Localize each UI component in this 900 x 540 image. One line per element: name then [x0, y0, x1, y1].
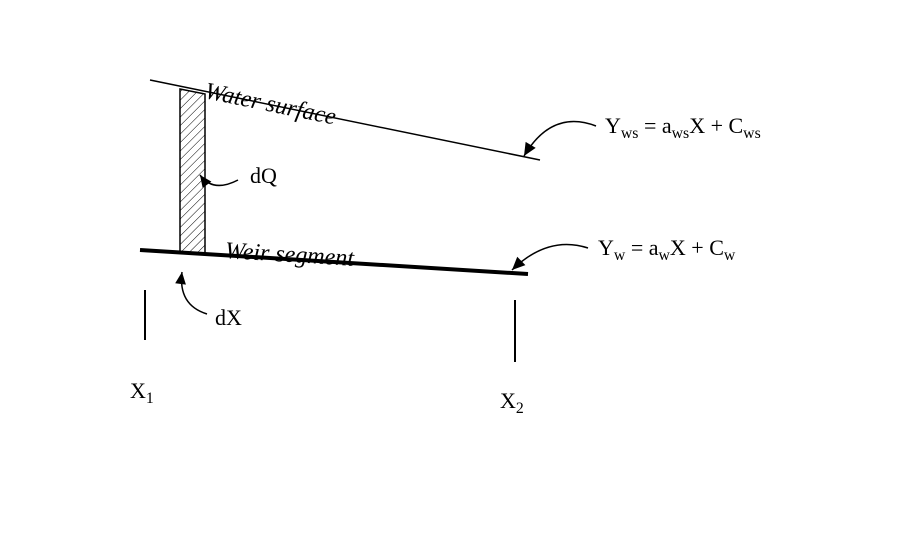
yw-equation: Yw = awX + Cw: [598, 235, 736, 264]
yws-arrow-curve: [524, 121, 596, 156]
yws-equation: Yws = awsX + Cws: [605, 113, 761, 142]
dq-label: dQ: [250, 163, 277, 188]
yws-arrow-head: [524, 142, 536, 156]
dx-label: dX: [215, 305, 242, 330]
yw-arrow-curve: [512, 244, 588, 270]
yw-arrow-head: [512, 257, 525, 270]
x1-label: X1: [130, 378, 154, 407]
dx-arrow-curve: [182, 272, 207, 314]
x2-label: X2: [500, 388, 524, 417]
weir-segment-label: Weir segment: [224, 238, 356, 272]
differential-strip: [180, 89, 205, 254]
water-surface-label: Water surface: [203, 78, 339, 130]
dx-arrow-head: [175, 272, 186, 285]
